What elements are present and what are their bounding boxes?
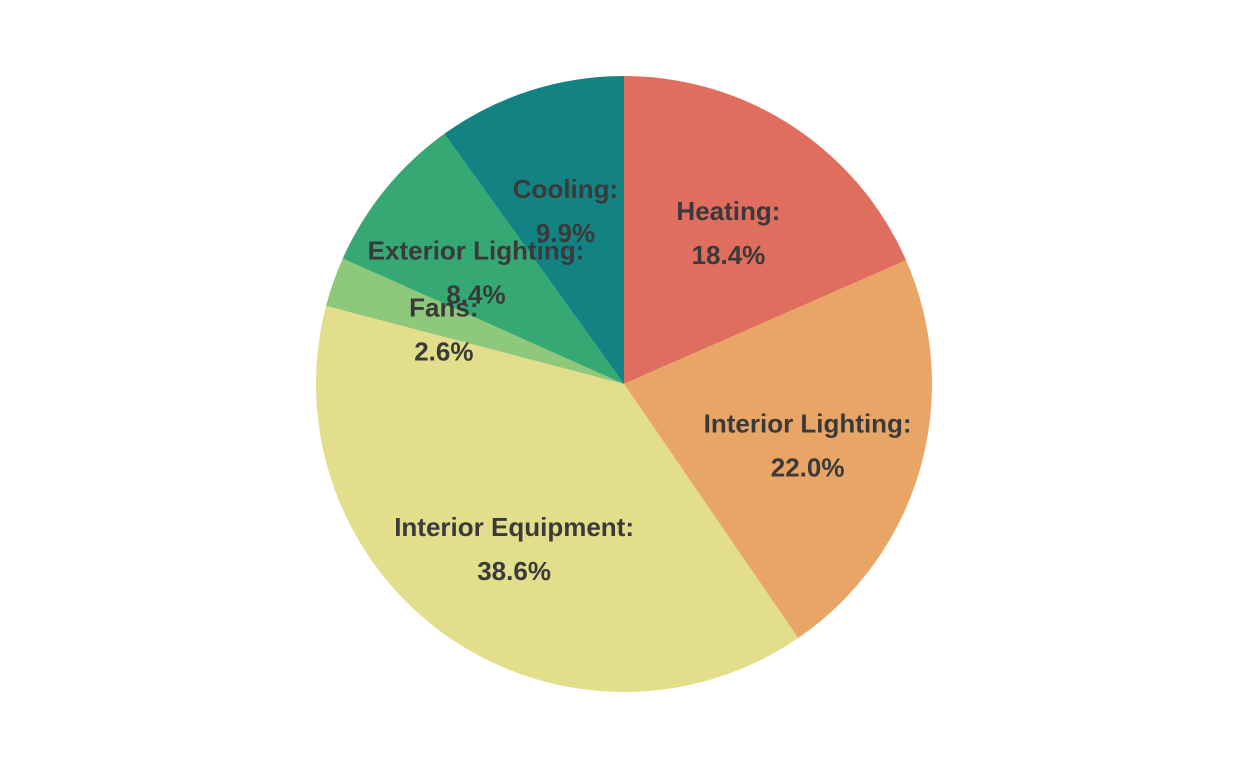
slice-label-name: Heating: [676,196,780,226]
slice-label-name: Interior Lighting: [704,408,912,438]
slice-label-cooling: Cooling: 9.9% [513,174,618,248]
slice-label-fans: Fans: 2.6% [409,293,478,367]
pie-slice-fans [326,258,624,384]
slice-label-percent: 9.9% [536,218,595,248]
slice-label-name: Interior Equipment: [394,512,634,542]
pie-labels: Heating: 18.4%Interior Lighting: 22.0%Inte… [368,174,912,586]
slice-label-percent: 38.6% [477,556,551,586]
slice-label-heating: Heating: 18.4% [676,196,780,270]
slice-label-percent: 8.4% [446,279,505,309]
slice-label-interior-equipment: Interior Equipment: 38.6% [394,512,634,586]
pie-slice-exterior-lighting [342,133,624,384]
slice-label-percent: 18.4% [692,240,766,270]
slice-label-interior-lighting: Interior Lighting: 22.0% [704,408,912,482]
slice-label-name: Exterior Lighting: [368,235,585,265]
pie-slice-heating [624,76,907,384]
slice-label-name: Cooling: [513,174,618,204]
pie-slices [315,76,932,693]
pie-slice-cooling [444,76,624,384]
slice-label-name: Fans: [409,293,478,323]
slice-label-exterior-lighting: Exterior Lighting: 8.4% [368,235,585,309]
slice-label-percent: 2.6% [414,337,473,367]
slice-label-percent: 22.0% [771,452,845,482]
pie-slice-interior-lighting [624,260,932,639]
pie-slice-interior-equipment [315,305,799,693]
